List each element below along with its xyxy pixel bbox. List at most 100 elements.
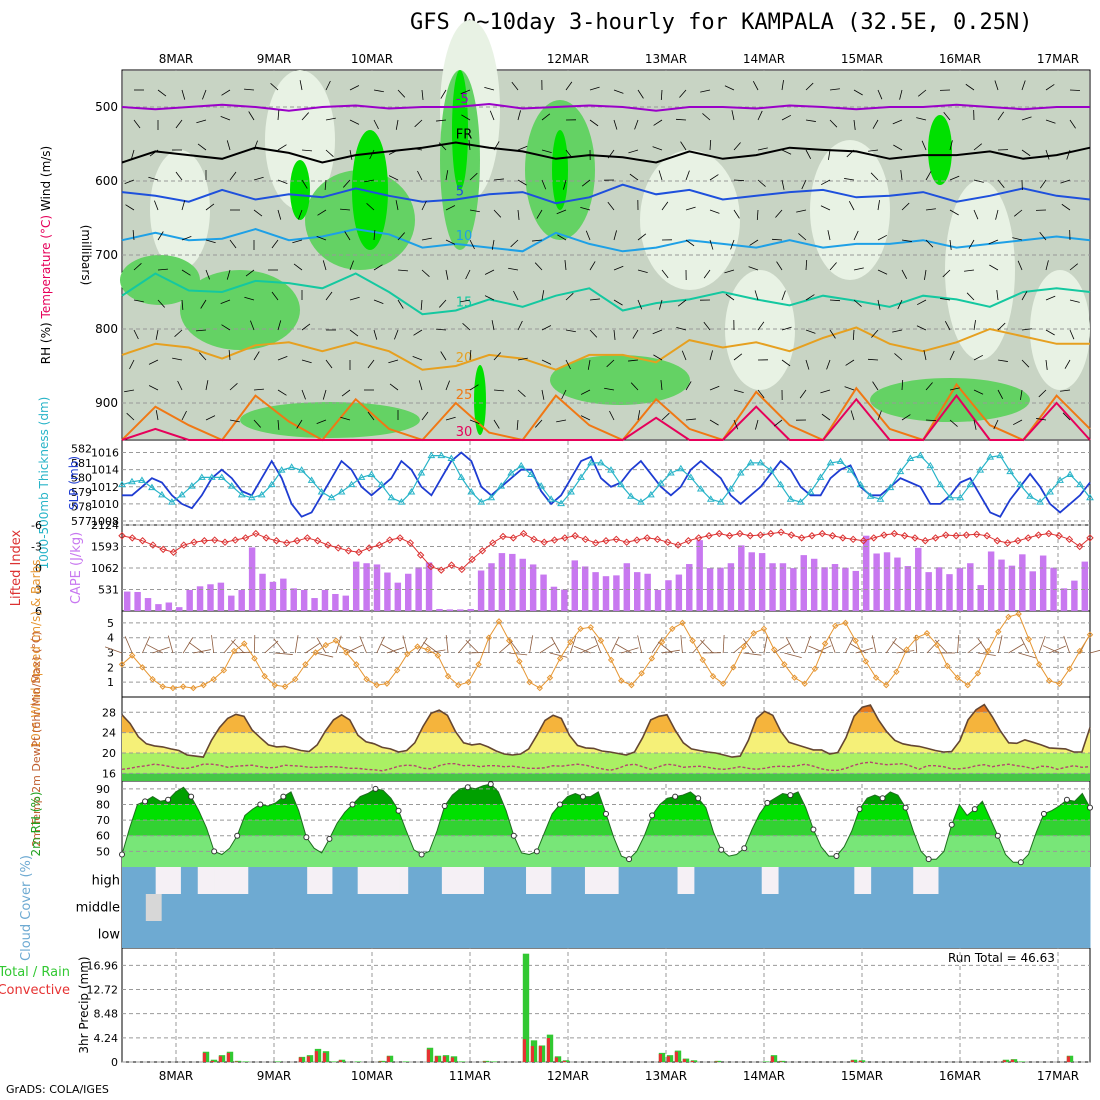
cloud-cell-middle — [423, 894, 432, 921]
surface-wind-barb — [1049, 645, 1066, 654]
upper-wind-barb — [148, 385, 159, 391]
cloud-cell-low — [1018, 921, 1028, 948]
thickness-point — [148, 483, 156, 491]
upper-wind-barb — [781, 80, 784, 91]
cloud-cell-high — [256, 867, 266, 894]
cloud-cell-high — [450, 867, 460, 894]
upper-wind-barb — [680, 141, 687, 151]
thickness-point — [686, 473, 695, 480]
upper-wind-barb — [776, 261, 783, 271]
upper-wind-barb — [229, 171, 237, 181]
cloud-cell-middle — [161, 894, 171, 921]
cloud-cell-low — [725, 921, 734, 948]
lifted-tick-label: 6 — [35, 605, 42, 618]
cape-bar — [498, 553, 506, 611]
upper-wind-barb — [1060, 389, 1071, 392]
upper-wind-barb — [493, 141, 500, 151]
cloud-cell-low — [915, 921, 924, 948]
upper-wind-barb — [445, 239, 456, 245]
surface-wind-barb — [359, 636, 367, 654]
cloud-cell-high — [601, 867, 611, 894]
upper-wind-barb — [397, 299, 404, 309]
upper-wind-barb — [637, 233, 647, 241]
surface-wind-barb — [509, 652, 528, 656]
cloud-cell-high — [660, 867, 670, 894]
thickness-point — [966, 480, 975, 488]
upper-wind-barb — [205, 239, 216, 244]
thickness-point — [1006, 467, 1015, 475]
upper-wind-barb — [148, 359, 159, 365]
wind-speed-point — [169, 684, 177, 692]
cloud-cell-low — [542, 921, 551, 948]
cloud-cell-low — [923, 921, 932, 948]
cloud-cell-low — [820, 921, 829, 948]
cloud-cell-low — [122, 921, 131, 948]
cloud-cell-middle — [479, 894, 488, 921]
cape-bar — [123, 591, 131, 611]
wind-speed-point — [607, 656, 615, 664]
thickness-point — [367, 470, 376, 478]
cloud-cell-high — [223, 867, 232, 894]
upper-wind-barb — [868, 149, 879, 152]
thickness-point — [1026, 492, 1035, 499]
cloud-cell-low — [185, 921, 194, 948]
thickness-axis-label: 1000-500mb Thickness (dm) — [37, 397, 51, 570]
precip-total-bar — [490, 1061, 498, 1062]
upper-wind-barb — [177, 380, 183, 391]
upper-wind-barb — [417, 170, 423, 181]
upper-wind-barb — [1045, 329, 1055, 336]
upper-wind-barb — [613, 299, 623, 306]
cloud-cell-low — [193, 921, 202, 948]
upper-wind-barb — [344, 231, 351, 241]
isotherm-15 — [121, 272, 1091, 316]
cloud-cell-middle — [590, 894, 599, 921]
wind-tick-label: 5 — [107, 617, 114, 630]
lifted-index-point — [664, 538, 672, 546]
cloud-cell-middle — [637, 894, 647, 921]
cape-bar — [467, 608, 474, 611]
cloud-cell-low — [296, 921, 305, 948]
slp-tick-label: 1016 — [91, 447, 119, 460]
wind-speed-point — [842, 619, 849, 627]
upper-wind-barb — [685, 418, 696, 421]
upper-wind-barb — [277, 144, 287, 151]
thickness-point — [567, 487, 575, 495]
upper-wind-barb — [661, 201, 669, 211]
upper-wind-barb — [484, 87, 495, 91]
wind-speed-point — [577, 625, 584, 633]
upper-wind-barb — [557, 234, 567, 241]
upper-wind-barb — [899, 89, 903, 100]
precip-conv-bar — [530, 1046, 534, 1062]
cloud-cell-middle — [598, 894, 607, 921]
upper-wind-barb — [373, 89, 384, 93]
cape-bar — [477, 570, 485, 611]
thickness-line — [121, 454, 1091, 505]
cloud-cell-middle — [447, 894, 456, 921]
thickness-point — [916, 451, 925, 459]
upper-wind-barb — [205, 269, 210, 280]
date-label-top: 8MAR — [159, 52, 194, 66]
lifted-index-point — [128, 534, 137, 542]
cloud-cell-middle — [772, 894, 782, 921]
cloud-cell-low — [415, 921, 425, 948]
cloud-cell-low — [851, 921, 861, 948]
cloud-cell-middle — [463, 894, 472, 921]
upper-wind-barb — [653, 119, 663, 126]
surface-wind-barb — [305, 642, 321, 654]
upper-wind-barb — [535, 419, 543, 428]
upper-wind-barb — [565, 149, 573, 159]
upper-wind-barb — [997, 179, 1005, 189]
wind-speed-point — [1086, 631, 1094, 638]
cloud-cell-low — [677, 921, 686, 948]
cloud-cell-low — [828, 921, 837, 948]
cloud-cell-high — [467, 867, 477, 894]
surface-wind-barb — [828, 635, 836, 654]
lifted-index-point — [581, 535, 590, 544]
cloud-cell-high — [795, 867, 805, 894]
cloud-cell-low — [859, 921, 869, 948]
cloud-cell-middle — [1042, 894, 1051, 921]
wind-speed-point — [699, 656, 707, 664]
upper-wind-barb — [781, 290, 786, 301]
upper-wind-barb — [517, 389, 526, 397]
surface-wind-barb — [637, 635, 643, 654]
